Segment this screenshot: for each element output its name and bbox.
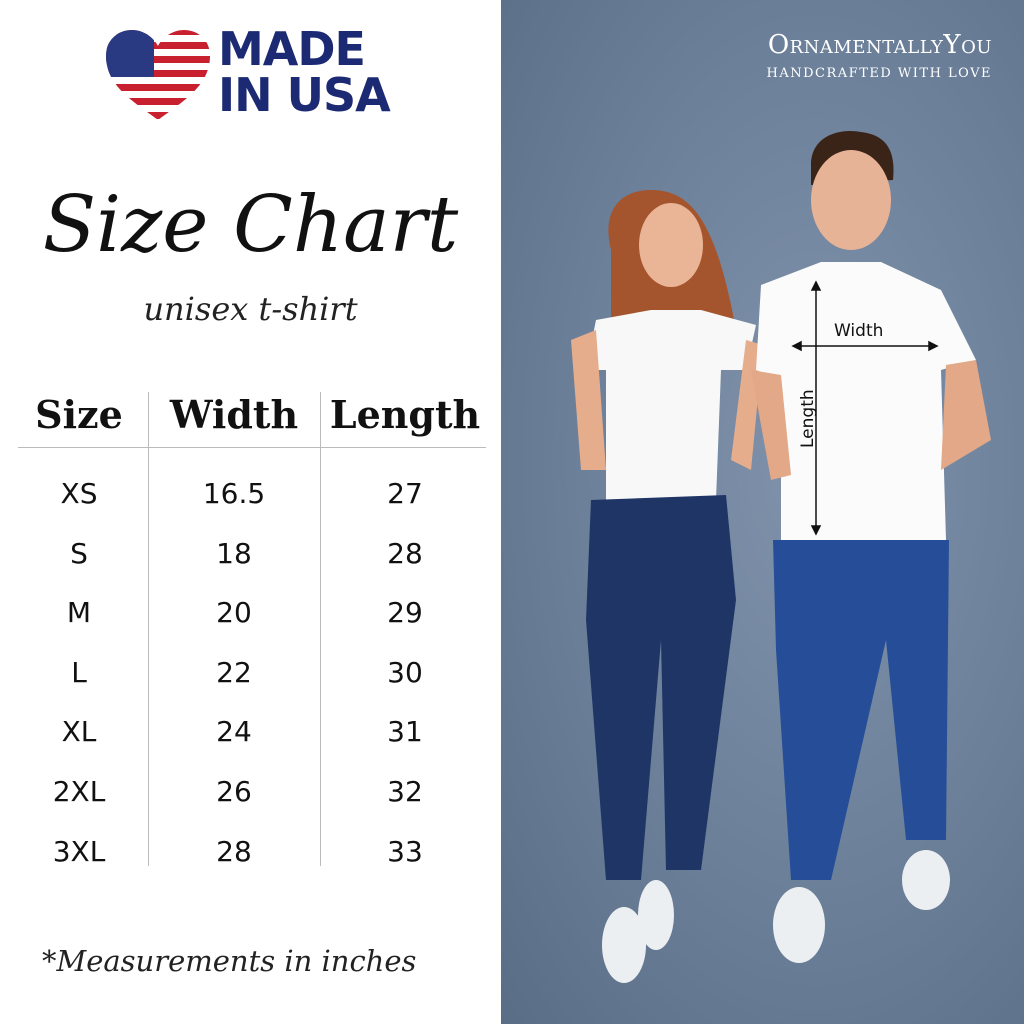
cell-size: M <box>66 596 92 630</box>
cell-width: 22 <box>216 655 252 689</box>
cell-size: S <box>70 536 88 570</box>
model-photo: OrnamentallyYou HANDCRAFTED WITH LOVE <box>501 0 1024 1024</box>
cell-length: 27 <box>387 477 423 510</box>
cell-length: 29 <box>387 596 423 630</box>
badge-line1: MADE <box>218 22 366 76</box>
brand-name: OrnamentallyYou <box>767 30 992 60</box>
cell-length: 32 <box>387 775 423 808</box>
header-width: Width <box>169 392 299 437</box>
header-size: Size <box>35 392 123 437</box>
cell-size: 3XL <box>52 834 106 868</box>
brand-logo: OrnamentallyYou HANDCRAFTED WITH LOVE <box>767 30 992 81</box>
size-chart-panel: MADE IN USA Size Chart unisex t-shirt Siz… <box>0 0 501 1024</box>
page-title: Size Chart <box>42 180 459 270</box>
cell-width: 26 <box>216 775 252 808</box>
badge-line2: IN USA <box>218 68 391 122</box>
us-flag-heart-icon <box>106 30 210 120</box>
width-label: Width <box>834 321 884 341</box>
woman-figure <box>571 190 763 983</box>
cell-width: 24 <box>216 715 252 749</box>
man-figure <box>751 130 991 963</box>
cell-size: XS <box>60 477 98 510</box>
footnote: *Measurements in inches <box>42 944 417 978</box>
cell-length: 31 <box>387 715 423 749</box>
made-in-usa-badge: MADE IN USA <box>218 22 391 122</box>
cell-size: 2XL <box>52 775 106 808</box>
cell-length: 30 <box>387 655 423 689</box>
cell-width: 28 <box>216 834 252 868</box>
column-divider <box>148 392 149 866</box>
cell-length: 28 <box>387 536 423 570</box>
page-subtitle: unisex t-shirt <box>143 290 358 328</box>
length-label: Length <box>798 389 818 448</box>
cell-size: L <box>71 655 87 689</box>
cell-length: 33 <box>387 834 423 868</box>
header-length: Length <box>329 392 481 437</box>
cell-width: 18 <box>216 536 252 570</box>
cell-width: 16.5 <box>202 477 266 510</box>
models-illustration <box>571 130 991 983</box>
header-divider <box>18 447 486 448</box>
cell-width: 20 <box>216 596 252 630</box>
brand-tagline: HANDCRAFTED WITH LOVE <box>766 66 992 81</box>
column-divider <box>320 392 321 866</box>
cell-size: XL <box>61 715 97 749</box>
